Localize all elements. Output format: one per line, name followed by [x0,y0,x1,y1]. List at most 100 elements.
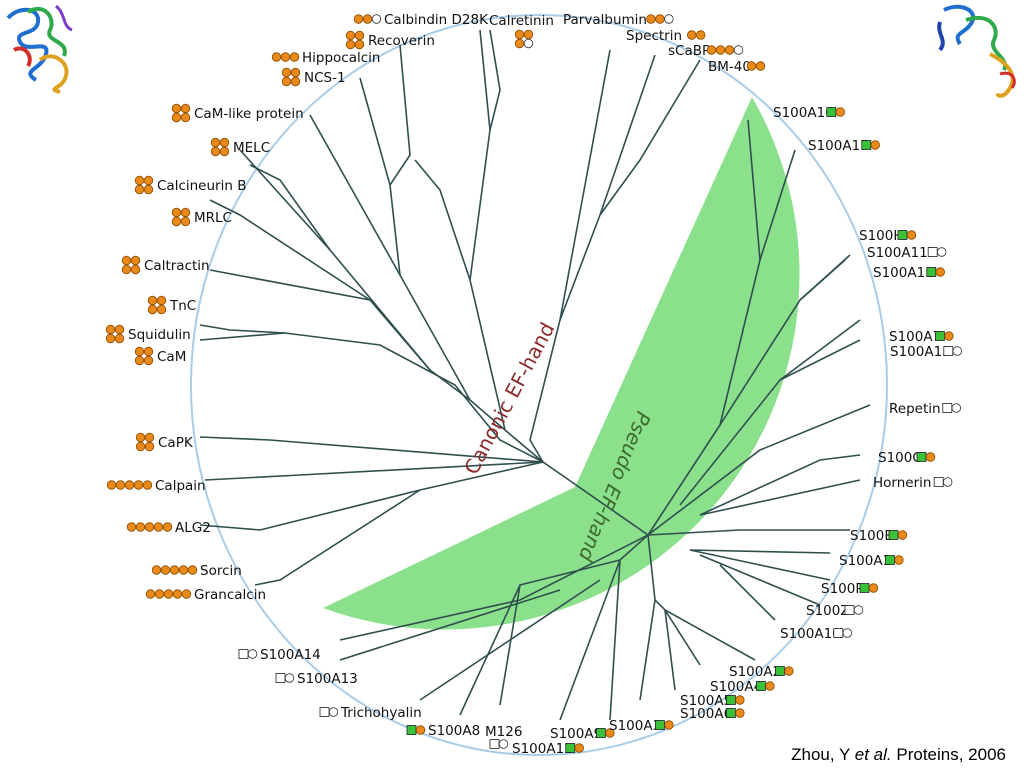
empty-square-motif-icon [489,739,500,749]
ef-hand-motif-icon [178,565,189,575]
ef-hand-motif-icon [353,14,364,24]
empty-motif-icon [498,739,509,749]
pseudo-ef-hand-motif-icon [885,555,895,565]
ef-hand-motif-icon [870,140,881,150]
leaf-squidulin: Squidulin [105,324,191,344]
leaf-label: S100A9 [550,726,602,742]
leaf-label: Repetin [889,401,941,417]
leaf-label: Caltractin [144,258,210,274]
ef-hand-motif-icon [290,67,301,78]
canonic-ef-hand-label: Canonic EF-hand [459,318,559,478]
ef-hand-motif-icon [147,295,158,306]
empty-square-motif-icon [275,673,286,683]
branch [647,529,850,536]
leaf-label: S100A1 [839,553,891,569]
leaf-s100a9: S100A9 [550,726,615,742]
ef-hand-motif-icon [147,304,158,315]
ef-hand-motif-icon [180,207,191,218]
branch [199,324,286,334]
ef-hand-motif-icon [746,61,757,71]
leaf-label: Squidulin [128,327,191,343]
branch [419,579,601,701]
leaf-label: Grancalcin [194,587,266,603]
ef-hand-motif-icon [143,184,154,195]
ef-hand-motif-icon [210,137,221,148]
ef-hand-motif-icon [105,333,116,344]
citation-author: Zhou, Y [791,745,851,764]
branch [664,609,701,666]
leaf-caltractin: Caltractin [121,255,210,275]
leaf-s100a14: S100A14 [238,647,321,663]
leaf-label: S100A8 [428,723,480,739]
tree-background [190,14,888,756]
leaf-mrlc: MRLC [171,207,232,227]
leaf-s100a3: S100A3 [609,718,674,734]
ef-hand-motif-icon [144,441,155,452]
pseudo-ef-hand-motif-icon [888,530,899,540]
protein-structure-image-left [6,4,73,94]
ef-hand-motif-icon [130,255,141,266]
empty-motif-icon [952,346,963,356]
leaf-s100b: S100B [850,528,908,544]
ef-hand-motif-icon [171,103,182,114]
leaf-label: S100A4 [710,679,762,695]
ef-hand-motif-icon [894,555,904,565]
ef-hand-motif-icon [124,480,135,490]
ef-hand-motif-icon [156,304,167,315]
ef-hand-motif-icon [925,452,936,462]
pseudo-ef-hand-motif-icon [916,452,927,462]
ef-hand-motif-icon [696,30,706,40]
ef-hand-motif-icon [156,295,167,306]
branch [239,149,431,371]
empty-motif-icon [937,247,947,257]
ef-hand-motif-icon [180,112,191,123]
ef-hand-motif-icon [135,432,146,443]
ef-hand-motif-icon [144,432,155,443]
branch [209,269,544,463]
leaf-calretinin: Calretinin [489,13,554,49]
ef-hand-motif-icon [115,480,126,490]
ef-hand-motif-icon [514,38,525,49]
ef-hand-motif-icon [415,725,426,735]
ef-hand-motif-icon [135,522,146,532]
empty-square-motif-icon [927,247,938,257]
branch [699,454,861,516]
ef-hand-motif-icon [687,30,697,40]
ef-hand-motif-icon [345,39,356,50]
pseudo-ef-hand-motif-icon [726,695,736,705]
leaf-m126: M126 [485,724,522,749]
ef-hand-motif-icon [126,522,137,532]
ef-hand-motif-icon [142,480,153,490]
ef-hand-motif-icon [171,112,182,123]
pseudo-ef-hand-motif-icon [406,725,417,735]
empty-square-motif-icon [319,707,330,717]
leaf-label: CaM [157,349,186,365]
pseudo-ef-hand-motif-icon [859,583,870,593]
ef-hand-motif-icon [171,207,182,218]
branch [647,119,761,536]
ef-hand-motif-icon [354,39,365,50]
branch [599,59,701,216]
branch [339,534,649,641]
empty-square-motif-icon [238,649,249,659]
ef-hand-motif-icon [130,264,141,275]
leaf-trichohyalin: Trichohyalin [319,705,422,721]
ef-hand-motif-icon [135,441,146,452]
leaf-label: S100P [821,581,863,597]
protein-structure-image-right [937,4,1016,98]
branch [699,554,821,606]
ef-hand-motif-icon [169,565,180,575]
branch [529,49,611,463]
leaf-s100a13: S100A13 [275,671,358,687]
ef-hand-motif-icon [134,175,145,186]
ef-hand-motif-icon [143,175,154,186]
leaf-label: S100B [850,528,894,544]
leaf-label: Calpain [155,478,206,494]
branch [647,404,871,536]
ef-hand-motif-icon [755,61,766,71]
ef-hand-motif-icon [765,681,775,691]
empty-square-motif-icon [933,477,944,487]
leaf-s100p: S100P [821,581,879,597]
branch [389,44,411,186]
